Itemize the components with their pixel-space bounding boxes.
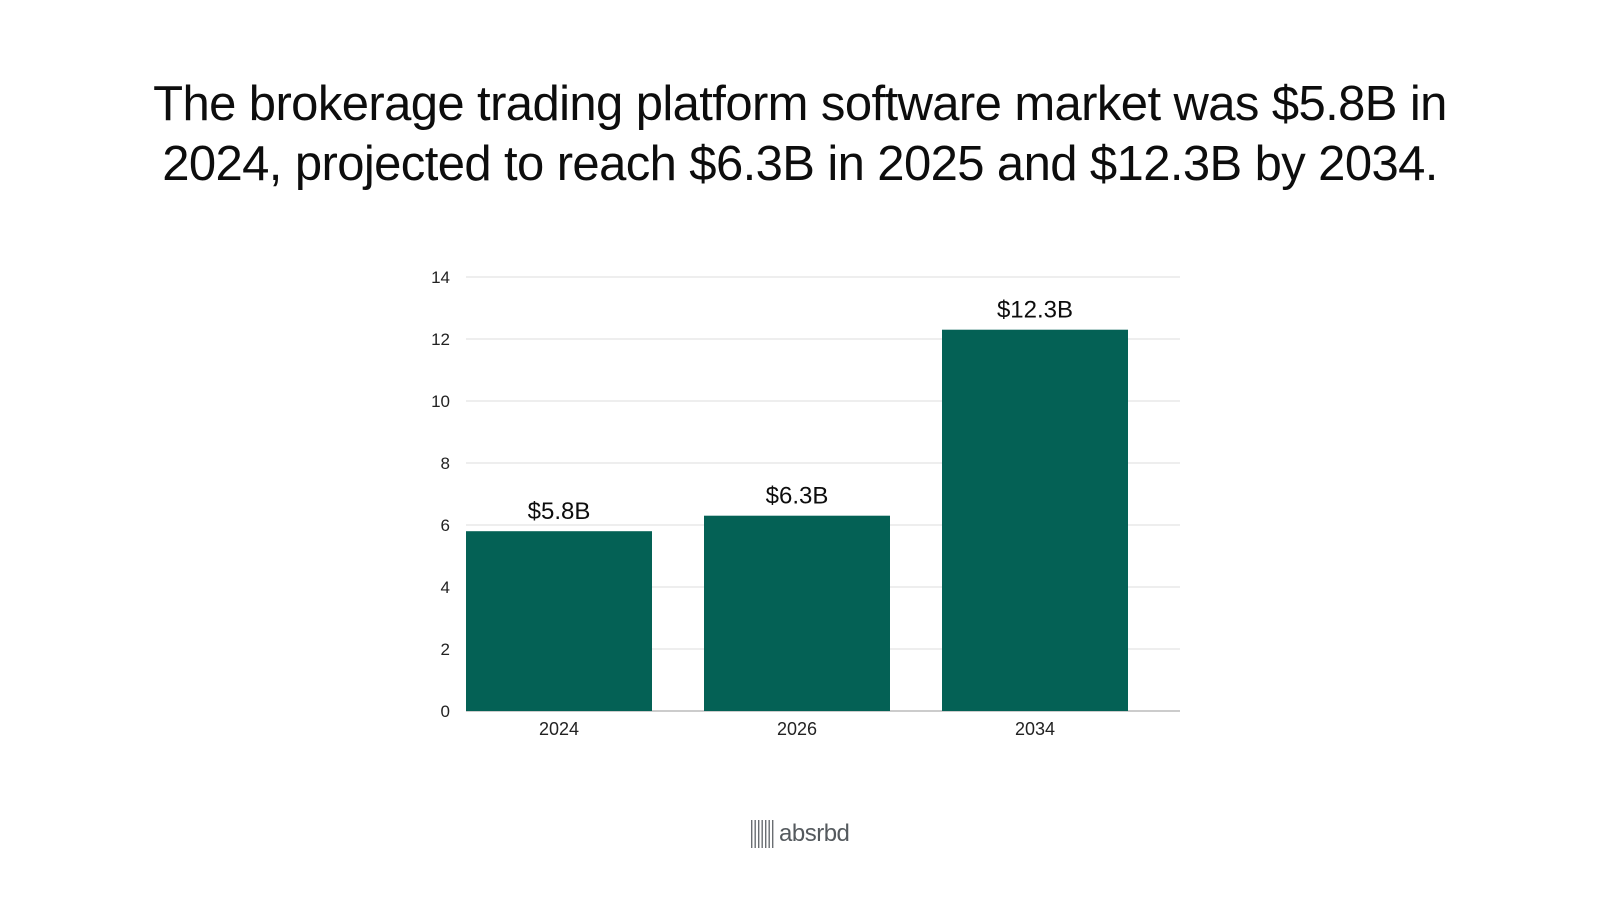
bar-2034	[942, 329, 1128, 711]
barcode-icon	[751, 820, 774, 848]
data-label: $12.3B	[997, 297, 1073, 324]
y-tick-label: 10	[431, 392, 450, 411]
x-tick-label: 2024	[539, 719, 579, 739]
brand-logo: absrbd	[750, 818, 850, 850]
y-tick-label: 0	[441, 702, 450, 721]
y-tick-label: 6	[441, 516, 450, 535]
bar-2024	[466, 531, 652, 711]
data-label: $5.8B	[528, 498, 591, 525]
y-tick-label: 8	[441, 454, 450, 473]
y-tick-label: 4	[441, 578, 450, 597]
brand-name: absrbd	[779, 820, 850, 847]
x-tick-label: 2034	[1015, 719, 1055, 739]
y-tick-label: 2	[441, 640, 450, 659]
y-tick-label: 12	[431, 330, 450, 349]
data-label: $6.3B	[766, 483, 829, 510]
y-tick-label: 14	[431, 268, 450, 287]
bar-2026	[704, 515, 890, 711]
chart-headline: The brokerage trading platform software …	[153, 77, 1447, 191]
x-tick-label: 2026	[777, 719, 817, 739]
